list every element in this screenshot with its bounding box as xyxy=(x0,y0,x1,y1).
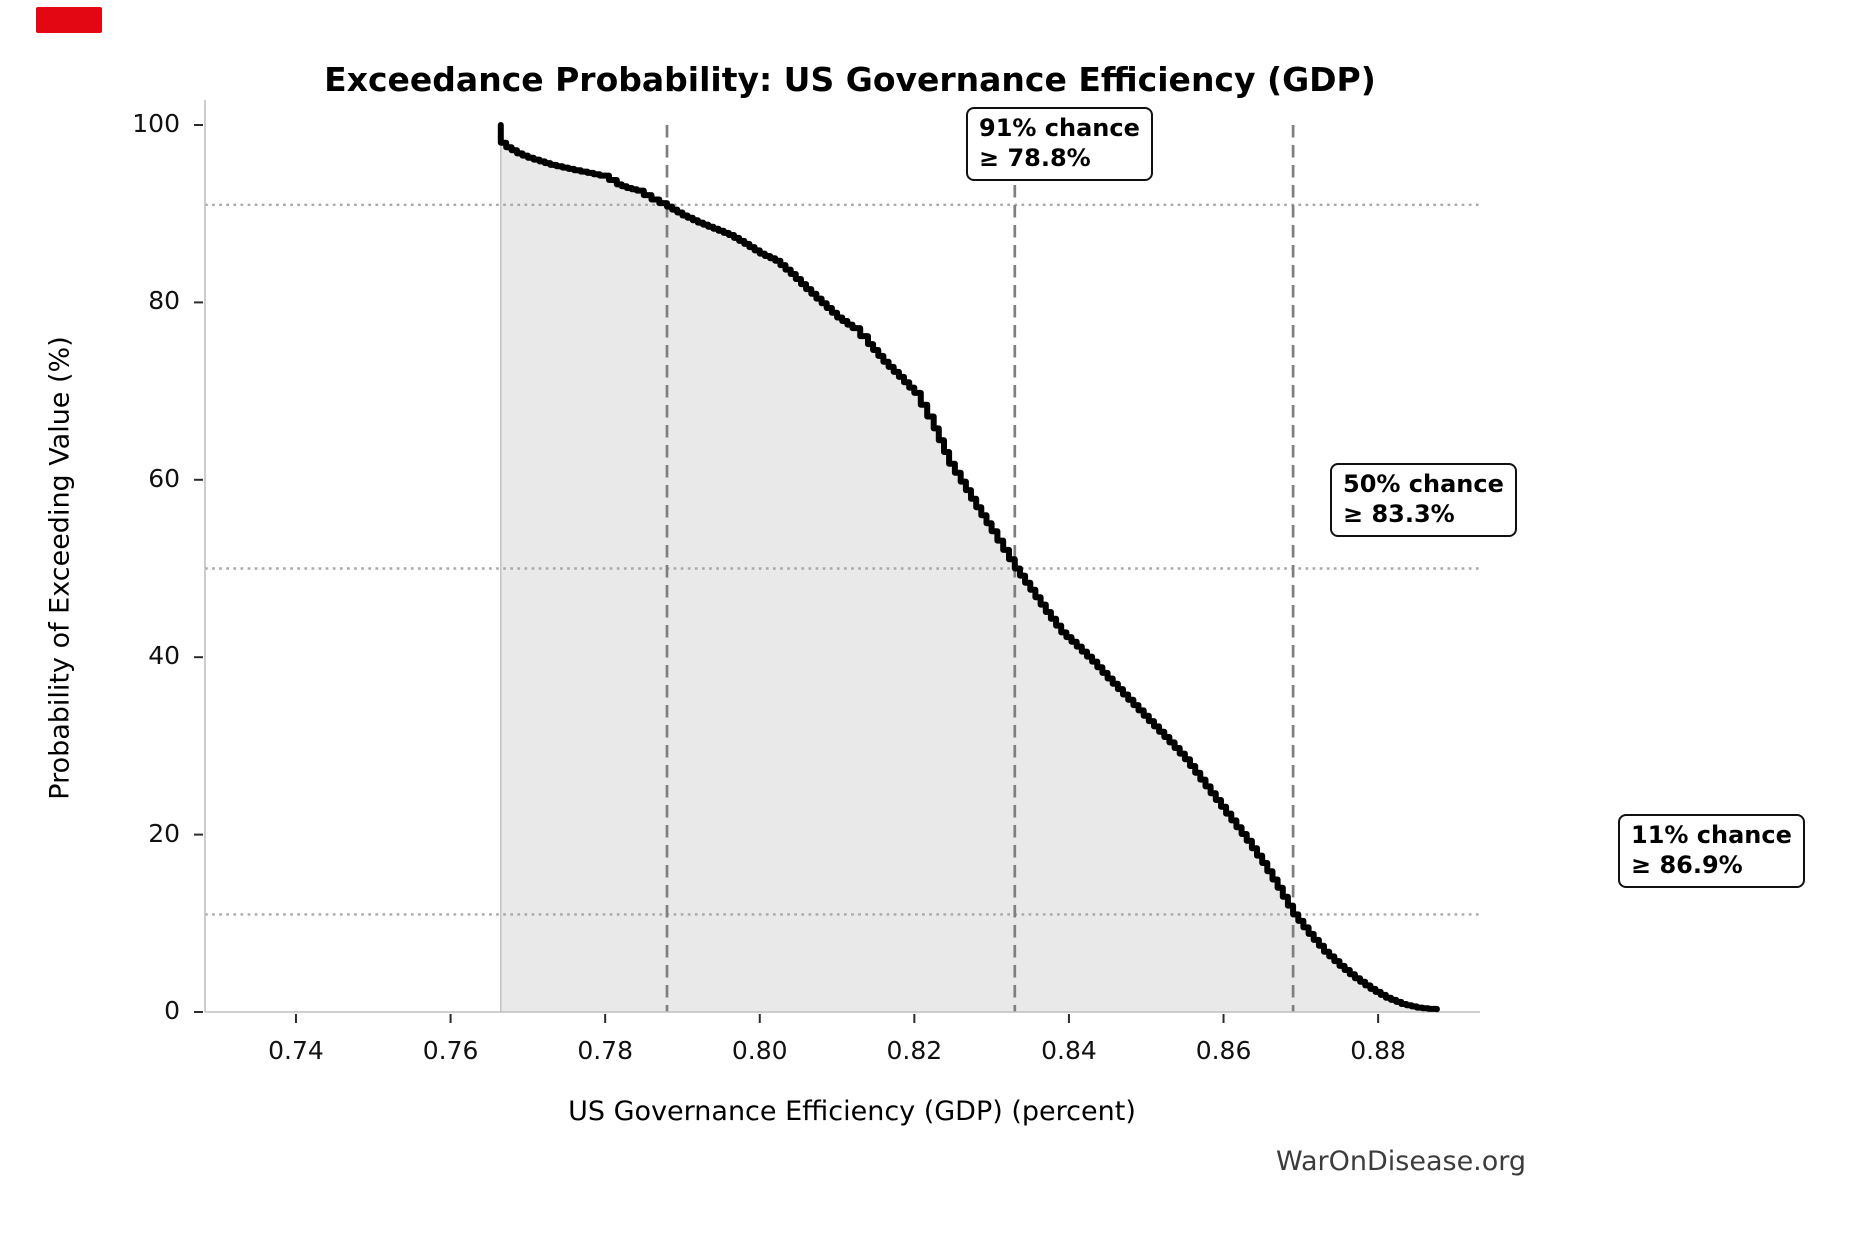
chart-title: Exceedance Probability: US Governance Ef… xyxy=(324,60,1376,99)
y-tick-label-20: 20 xyxy=(148,818,180,848)
x-tick-label-0.86: 0.86 xyxy=(1195,1036,1252,1065)
red-marker xyxy=(36,7,102,33)
y-tick-label-40: 40 xyxy=(148,641,180,671)
y-axis-label: Probability of Exceeding Value (%) xyxy=(44,336,76,800)
x-tick-label-0.80: 0.80 xyxy=(731,1036,788,1065)
annotation-line: ≥ 86.9% xyxy=(1631,851,1743,879)
annotation-11-percent-chance: 11% chance ≥ 86.9% xyxy=(1618,814,1805,888)
x-tick-label-0.84: 0.84 xyxy=(1041,1036,1097,1065)
annotation-50-percent-chance: 50% chance ≥ 83.3% xyxy=(1330,463,1517,537)
annotation-line: ≥ 83.3% xyxy=(1343,500,1455,528)
y-tick-label-80: 80 xyxy=(148,286,180,316)
x-tick-label-0.74: 0.74 xyxy=(268,1036,324,1065)
annotation-91-percent-chance: 91% chance ≥ 78.8% xyxy=(966,107,1153,181)
x-tick-label-0.78: 0.78 xyxy=(577,1036,633,1065)
exceedance-curve xyxy=(497,122,1440,1013)
y-tick-label-0: 0 xyxy=(164,996,180,1025)
annotation-line: 91% chance xyxy=(979,114,1140,142)
watermark: WarOnDisease.org xyxy=(1276,1146,1527,1177)
x-tick-label-0.82: 0.82 xyxy=(886,1036,943,1065)
x-tick-label-0.88: 0.88 xyxy=(1350,1036,1406,1065)
y-tick-label-100: 100 xyxy=(132,109,180,138)
x-tick-label-0.76: 0.76 xyxy=(422,1036,479,1065)
annotation-line: 50% chance xyxy=(1343,470,1504,498)
annotation-line: ≥ 78.8% xyxy=(979,144,1091,172)
annotation-line: 11% chance xyxy=(1631,821,1792,849)
x-axis-label: US Governance Efficiency (GDP) (percent) xyxy=(568,1096,1136,1127)
y-tick-label-60: 60 xyxy=(148,463,180,493)
curve-fill-area xyxy=(500,125,1437,1012)
